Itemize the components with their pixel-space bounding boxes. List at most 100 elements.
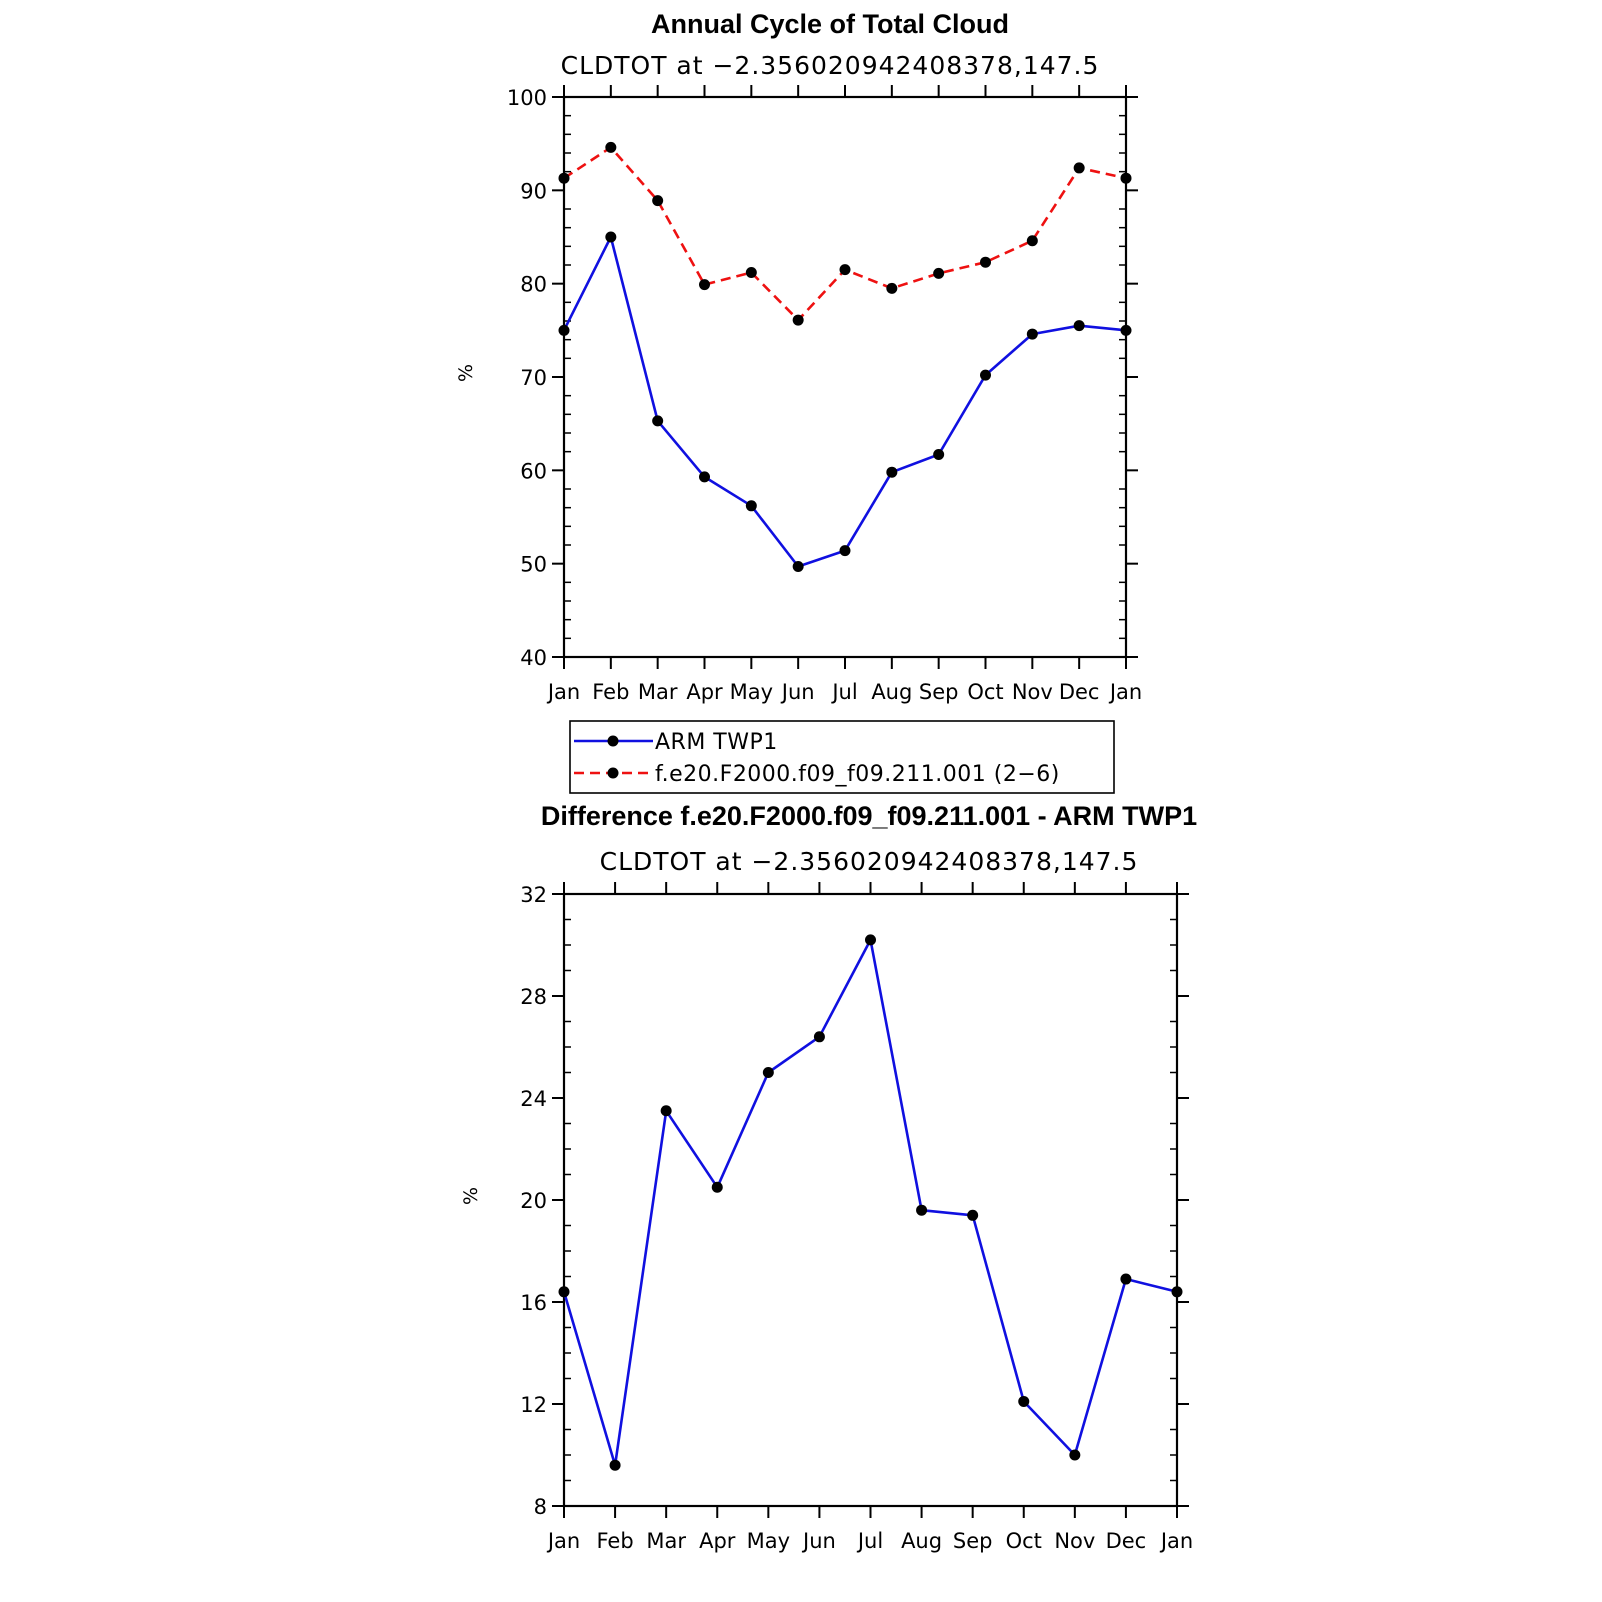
data-point [792, 314, 804, 326]
data-point [558, 172, 570, 184]
y-tick-label: 90 [520, 179, 547, 203]
x-tick-label: May [747, 1529, 790, 1553]
x-tick-label: Jun [780, 680, 815, 704]
y-tick-label: 8 [534, 1495, 547, 1519]
data-point [1026, 328, 1038, 340]
chart-subtitle: CLDTOT at −2.356020942408378,147.5 [600, 847, 1139, 876]
x-tick-label: Jan [1108, 680, 1142, 704]
x-tick-label: Aug [871, 680, 912, 704]
y-tick-label: 16 [520, 1291, 547, 1315]
x-tick-label: Dec [1059, 680, 1100, 704]
y-axis-label: % [460, 1187, 482, 1205]
data-point [1069, 1449, 1081, 1461]
chart-subtitle: CLDTOT at −2.356020942408378,147.5 [561, 51, 1100, 80]
legend-entry-model: f.e20.F2000.f09_f09.211.001 (2−6) [574, 762, 1060, 787]
data-point [1120, 172, 1132, 184]
y-tick-label: 12 [520, 1393, 547, 1417]
legend-label: f.e20.F2000.f09_f09.211.001 (2−6) [655, 762, 1060, 787]
data-point [1026, 235, 1038, 247]
x-tick-label: Nov [1054, 1529, 1095, 1553]
series-line-0 [562, 235, 1127, 568]
chart-title: Annual Cycle of Total Cloud [651, 9, 1009, 39]
data-point [1171, 1286, 1183, 1298]
x-tick-label: May [730, 680, 773, 704]
x-tick-label: Mar [646, 1529, 686, 1553]
x-tick-label: Sep [953, 1529, 993, 1553]
y-tick-label: 80 [520, 273, 547, 297]
x-tick-label: Jan [546, 1529, 580, 1553]
data-point [652, 415, 664, 427]
y-tick-label: 24 [520, 1087, 547, 1111]
y-tick-label: 100 [507, 86, 547, 110]
data-point [745, 500, 757, 512]
data-point [865, 934, 876, 946]
data-point [813, 1031, 825, 1043]
data-point [609, 1459, 621, 1471]
y-axis-label: % [455, 364, 477, 382]
data-point [711, 1181, 723, 1193]
plot-area: Jan Feb Mar Apr May Jun Jul Aug Sep Oct Nov Dec Jan 4… [507, 85, 1142, 704]
x-tick-label: Feb [596, 1529, 633, 1553]
data-point [839, 545, 851, 557]
x-tick-label: Jan [1159, 1529, 1193, 1553]
x-tick-label: Jul [830, 680, 857, 704]
data-point [1120, 324, 1132, 336]
difference-panel: Difference f.e20.F2000.f09_f09.211.001 -… [460, 801, 1197, 1553]
data-point [792, 560, 804, 572]
y-tick-label: 70 [520, 366, 547, 390]
x-tick-label: Apr [699, 1529, 736, 1553]
data-point [1073, 320, 1085, 332]
data-point [699, 471, 710, 483]
data-point [558, 324, 570, 336]
x-tick-label: Nov [1012, 680, 1053, 704]
data-point [886, 466, 898, 478]
y-tick-label: 60 [520, 459, 547, 483]
data-point [762, 1067, 774, 1078]
plot-frame [562, 892, 1179, 1508]
series-line-1 [563, 146, 1127, 322]
data-point [660, 1105, 672, 1117]
data-point [933, 267, 945, 279]
x-tick-label: Sep [919, 680, 959, 704]
series-line-0 [562, 938, 1178, 1467]
data-point [605, 141, 617, 153]
data-point [1073, 162, 1085, 174]
x-tick-label: Jan [546, 680, 580, 704]
legend-marker [607, 767, 619, 779]
x-tick-label: Oct [967, 680, 1003, 704]
y-tick-label: 28 [520, 985, 547, 1009]
plot-area: Jan Feb Mar Apr May Jun Jul Aug Sep Oct Nov Dec Jan 8… [520, 882, 1193, 1553]
data-point [886, 282, 898, 294]
y-tick-label: 32 [520, 883, 547, 907]
data-point [1018, 1395, 1030, 1407]
x-tick-label: Mar [638, 680, 678, 704]
legend-box [569, 720, 1115, 794]
x-tick-label: Aug [901, 1529, 942, 1553]
annual-cycle-panel: Annual Cycle of Total Cloud CLDTOT at −2… [455, 9, 1142, 794]
chart-title: Difference f.e20.F2000.f09_f09.211.001 -… [541, 801, 1197, 831]
data-point [980, 369, 991, 381]
y-tick-label: 40 [520, 646, 547, 670]
legend-entry-arm: ARM TWP1 [574, 730, 777, 755]
x-tick-label: Feb [592, 680, 629, 704]
x-tick-label: Apr [686, 680, 723, 704]
data-point [980, 256, 991, 268]
data-point [652, 195, 664, 207]
x-tick-label: Jul [856, 1529, 883, 1553]
data-point [967, 1209, 979, 1221]
legend: ARM TWP1 f.e20.F2000.f09_f09.211.001 (2−… [569, 720, 1115, 794]
data-point [933, 448, 945, 460]
data-point [916, 1204, 928, 1216]
y-tick-label: 50 [520, 553, 547, 577]
data-point [699, 279, 710, 291]
data-point [1120, 1273, 1132, 1285]
data-point [605, 231, 617, 243]
y-tick-label: 20 [520, 1189, 547, 1213]
data-point [745, 266, 757, 278]
x-tick-label: Jun [801, 1529, 836, 1553]
x-tick-label: Dec [1106, 1529, 1147, 1553]
legend-marker [607, 735, 619, 747]
plot-frame [562, 95, 1128, 659]
data-point [558, 1286, 570, 1298]
